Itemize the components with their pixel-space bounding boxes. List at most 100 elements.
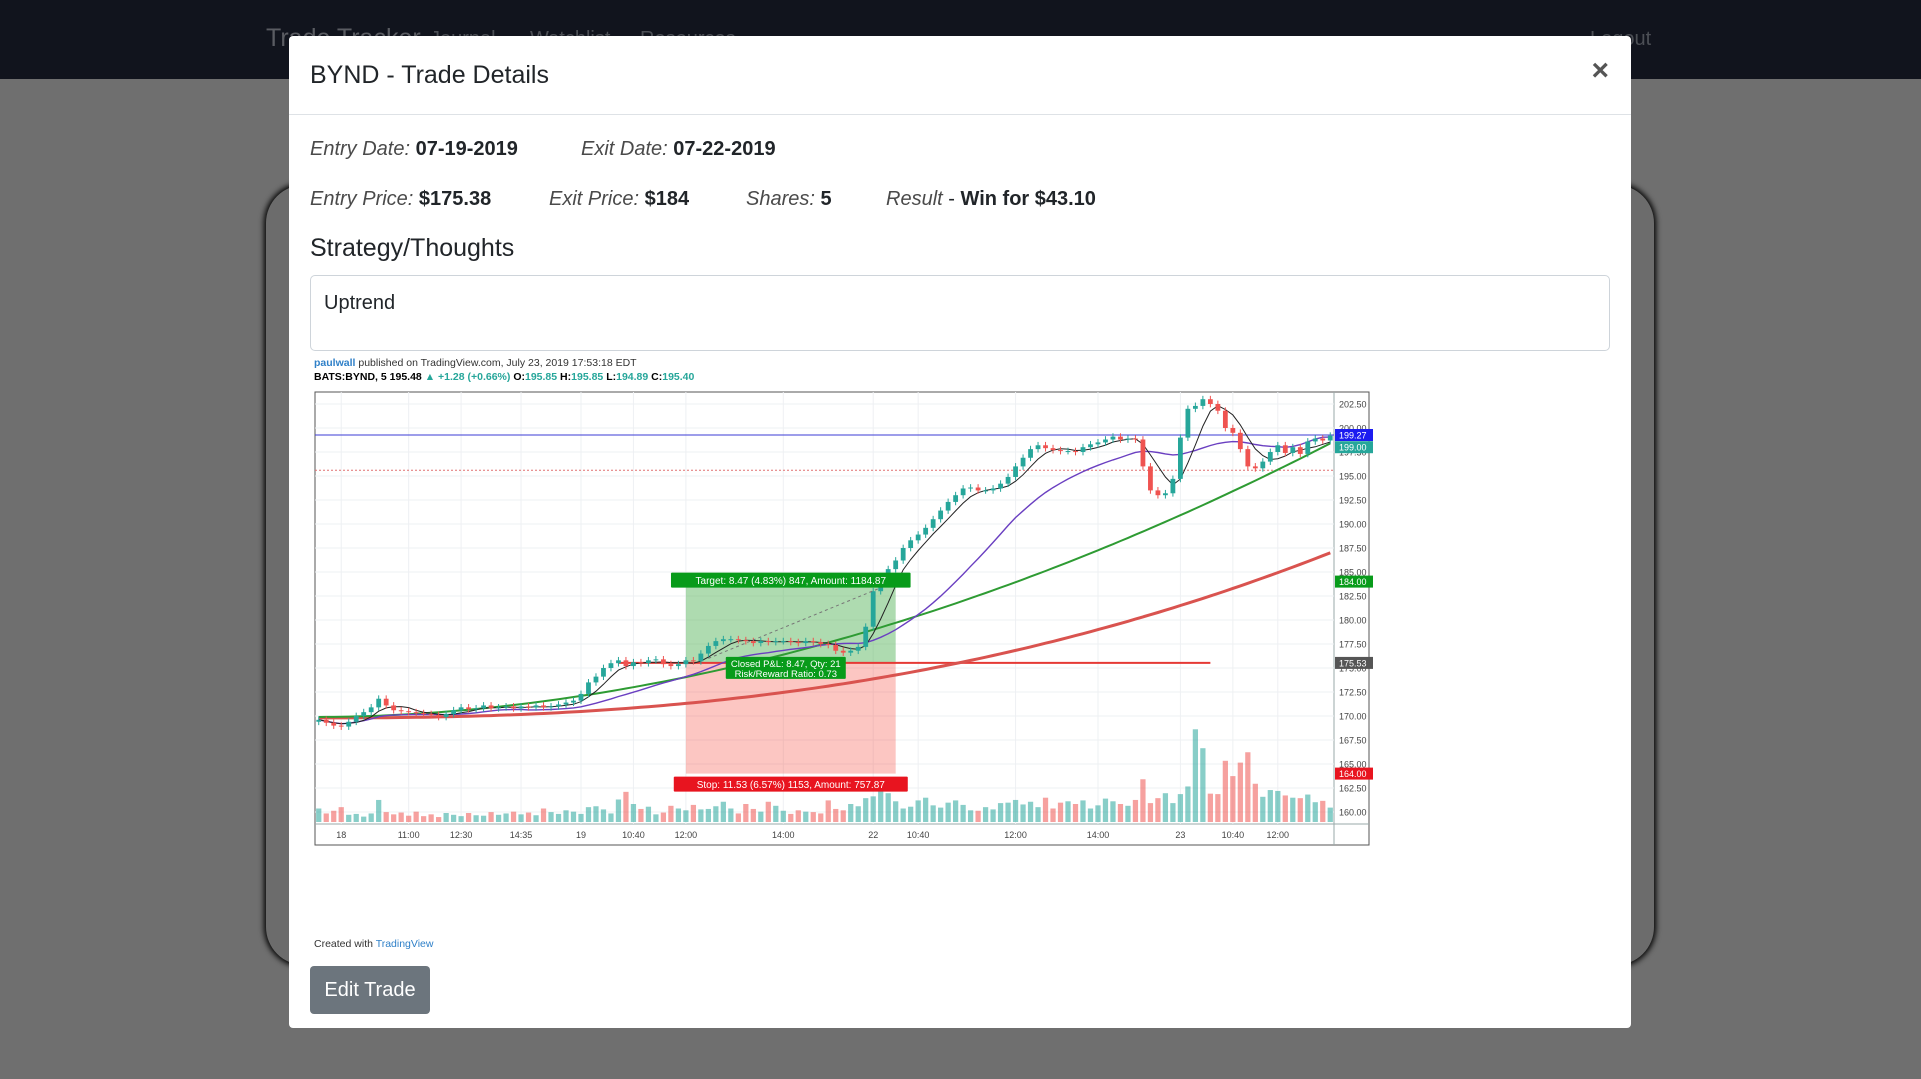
volume-bar (743, 804, 749, 822)
candle-body (406, 711, 412, 713)
volume-bar (967, 810, 974, 822)
shares-value: 5 (820, 188, 832, 210)
x-tick-label: 11:00 (398, 830, 420, 840)
price-tag-label: 184.00 (1339, 577, 1367, 587)
volume-bar (728, 808, 734, 822)
volume-bar (503, 813, 509, 822)
candle-body (338, 725, 344, 727)
result-separator: - (948, 188, 955, 210)
candle-body (1103, 439, 1108, 443)
chart-high: 195.85 (571, 371, 604, 383)
candle-body (1282, 445, 1288, 453)
candle-body (488, 705, 494, 709)
candle-body (1178, 437, 1183, 479)
candle-body (346, 721, 352, 727)
volume-bar (848, 804, 854, 822)
volume-bar (1080, 800, 1086, 822)
price-chart-svg[interactable]: 202.50200.00197.50195.00192.50190.00187.… (310, 387, 1612, 935)
candle-body (840, 650, 846, 653)
candle-body (1155, 490, 1161, 496)
candle-body (586, 682, 591, 694)
chart-author[interactable]: paulwall (314, 357, 356, 369)
candle-body (1275, 445, 1281, 452)
volume-bar (818, 813, 824, 822)
candle-body (436, 715, 442, 717)
candle-body (750, 641, 756, 644)
candle-body (698, 653, 704, 662)
volume-bar (1222, 760, 1228, 822)
price-tag-bg (1335, 767, 1373, 780)
volume-bar (570, 811, 577, 822)
volume-bar (1042, 797, 1049, 822)
candle-body (1222, 410, 1228, 428)
candle-body (1020, 457, 1026, 467)
candle-body (893, 560, 899, 570)
candle-body (428, 714, 434, 716)
volume-bar (1020, 804, 1026, 822)
price-tag-bg (1335, 441, 1373, 454)
exit-date-label: Exit Date: (581, 138, 668, 160)
volume-bar (1275, 790, 1281, 822)
x-tick-label: 12:00 (675, 830, 698, 840)
candle-body (1192, 405, 1198, 409)
candle-body (481, 705, 486, 709)
target-zone (685, 581, 896, 663)
shares: Shares: 5 (746, 188, 832, 211)
volume-bar (1290, 797, 1296, 822)
volume-bar (480, 815, 487, 822)
volume-bar (465, 813, 472, 822)
volume-bar (713, 806, 719, 822)
volume-bar (458, 816, 464, 822)
volume-bar (608, 813, 614, 822)
volume-bar (413, 811, 419, 822)
candle-body (1110, 436, 1116, 440)
candle-body (975, 487, 981, 491)
chart-last-price: 195.48 (389, 371, 422, 383)
volume-bar (923, 797, 929, 822)
volume-bar (720, 801, 726, 822)
volume-bar (1177, 794, 1184, 822)
candle-body (803, 641, 809, 644)
volume-bar (346, 814, 352, 822)
y-tick-label: 170.00 (1339, 712, 1367, 722)
price-tag-label: 199.00 (1339, 443, 1367, 453)
volume-bar (1215, 794, 1221, 822)
candle-body (466, 707, 471, 710)
shares-label: Shares: (746, 188, 815, 210)
volume-bar (690, 804, 697, 822)
x-tick-label: 18 (336, 830, 346, 840)
candle-body (571, 700, 576, 703)
candle-body (1252, 466, 1258, 469)
tradingview-logo[interactable]: TradingView (375, 938, 434, 950)
ma-9-line (318, 405, 1331, 725)
edit-trade-button[interactable]: Edit Trade (310, 966, 430, 1014)
candle-body (1050, 448, 1056, 451)
volume-bar (788, 813, 794, 822)
candle-body (1200, 399, 1206, 406)
volume-bar (1305, 794, 1311, 822)
volume-bar (331, 810, 337, 822)
volume-bar (840, 810, 846, 822)
volume-bar (803, 811, 809, 822)
candle-body (1148, 466, 1153, 491)
volume-bar (338, 807, 344, 822)
volume-bar (893, 801, 899, 822)
volume-bar (878, 786, 884, 822)
volume-bar (1102, 798, 1109, 822)
candle-body (938, 510, 944, 520)
volume-bar (638, 808, 644, 822)
close-icon[interactable]: × (1591, 54, 1609, 87)
result: Result - Win for $43.10 (886, 188, 1096, 211)
volume-bar (765, 801, 771, 822)
candle-body (968, 487, 974, 489)
candle-body (1215, 404, 1221, 411)
volume-bar (833, 808, 839, 822)
candle-body (1320, 438, 1326, 441)
candle-body (473, 708, 479, 710)
candle-body (825, 644, 831, 645)
volume-bar (353, 813, 359, 822)
candle-body (1035, 445, 1041, 450)
chart-credit-text: Created with (314, 938, 373, 950)
y-tick-label: 165.00 (1339, 760, 1367, 770)
volume-bar (1245, 752, 1251, 822)
